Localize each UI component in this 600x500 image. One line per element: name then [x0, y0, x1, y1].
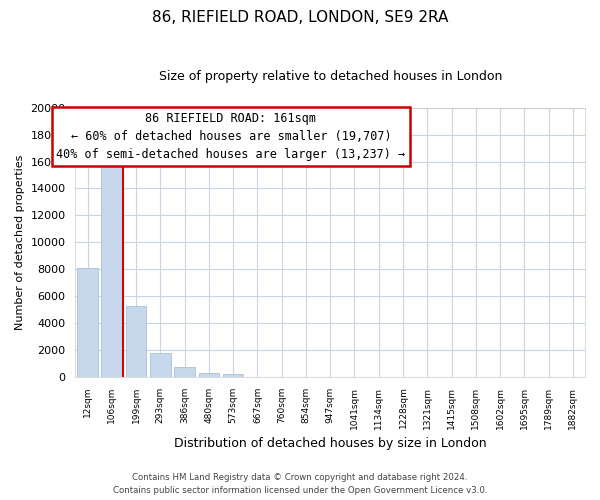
Bar: [199, 373, 219, 377]
Title: Size of property relative to detached houses in London: Size of property relative to detached ho…: [158, 70, 502, 83]
Bar: [223, 374, 244, 377]
Bar: [174, 366, 195, 377]
Bar: [126, 306, 146, 377]
Y-axis label: Number of detached properties: Number of detached properties: [15, 154, 25, 330]
Text: 86 RIEFIELD ROAD: 161sqm
← 60% of detached houses are smaller (19,707)
40% of se: 86 RIEFIELD ROAD: 161sqm ← 60% of detach…: [56, 112, 406, 161]
Bar: [101, 155, 122, 377]
Bar: [77, 268, 98, 377]
Bar: [150, 352, 170, 377]
X-axis label: Distribution of detached houses by size in London: Distribution of detached houses by size …: [174, 437, 487, 450]
Text: 86, RIEFIELD ROAD, LONDON, SE9 2RA: 86, RIEFIELD ROAD, LONDON, SE9 2RA: [152, 10, 448, 25]
Text: Contains HM Land Registry data © Crown copyright and database right 2024.
Contai: Contains HM Land Registry data © Crown c…: [113, 474, 487, 495]
